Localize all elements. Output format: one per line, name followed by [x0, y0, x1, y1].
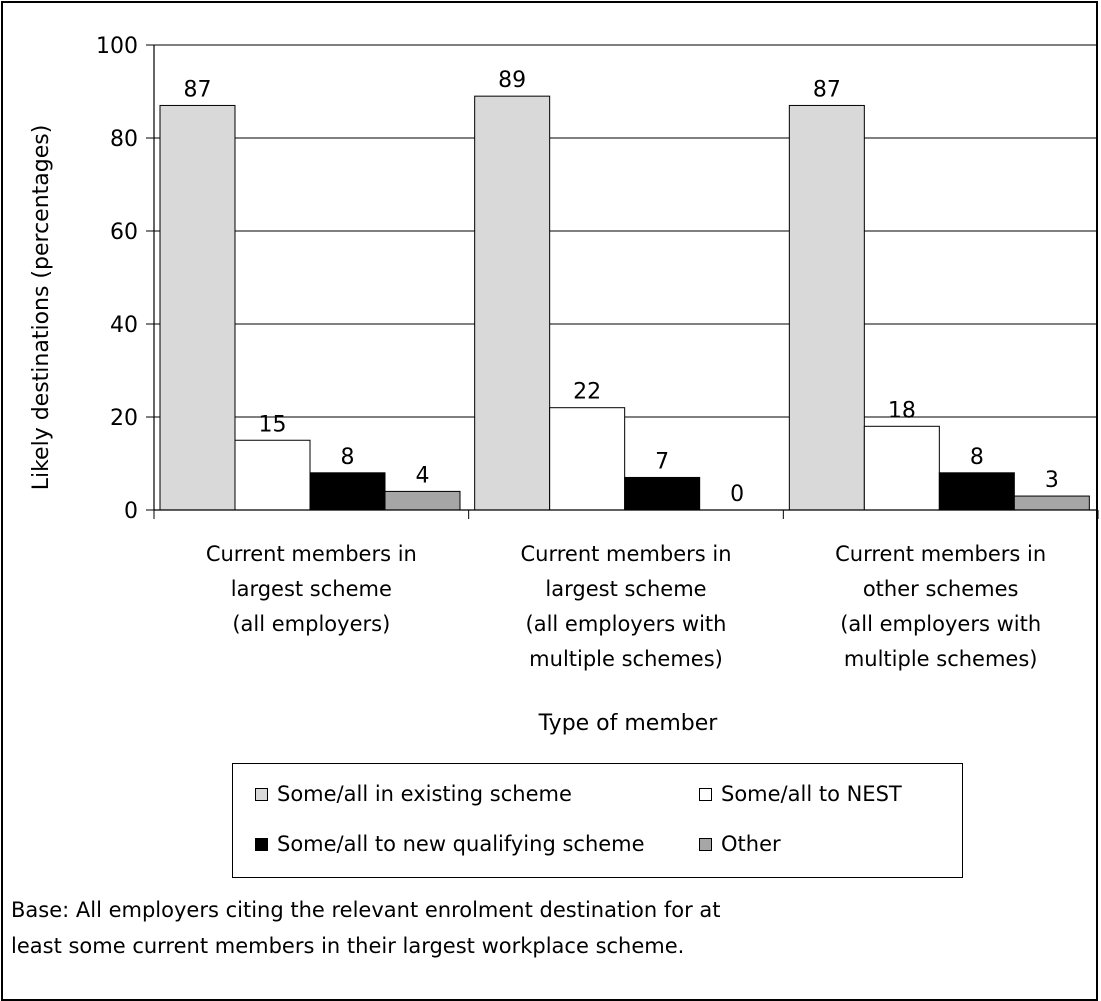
- y-tick-label: 100: [96, 34, 138, 59]
- bar-value-label: 87: [184, 77, 212, 102]
- x-category-label: Current members in: [835, 542, 1046, 566]
- legend-label-existing: Some/all in existing scheme: [277, 782, 572, 806]
- x-category-label: largest scheme: [545, 577, 706, 601]
- x-axis-title: Type of member: [538, 711, 719, 736]
- bar: [788, 104, 865, 511]
- bar: [624, 476, 701, 511]
- axes: [146, 44, 1099, 519]
- bar-value-label: 87: [813, 77, 841, 102]
- x-category-label: largest scheme: [231, 577, 392, 601]
- x-category-label: multiple schemes): [529, 647, 723, 671]
- legend-swatch-other: [699, 837, 712, 851]
- bar-value-label: 3: [1045, 468, 1059, 493]
- legend-item-existing-scheme: Some/all in existing scheme: [255, 782, 572, 806]
- x-category-label: multiple schemes): [844, 647, 1038, 671]
- legend-item-nest: Some/all to NEST: [699, 782, 902, 806]
- y-tick-label: 20: [110, 406, 138, 431]
- bar: [1013, 495, 1090, 511]
- bar-value-label: 7: [655, 449, 669, 474]
- y-tick-label: 60: [110, 220, 138, 245]
- bar: [309, 472, 386, 511]
- bar-value-label: 4: [416, 463, 430, 488]
- base-note: Base: All employers citing the relevant …: [11, 892, 721, 964]
- legend-label-other: Other: [721, 832, 781, 856]
- bar-value-label: 89: [498, 68, 526, 93]
- base-note-line-2: least some current members in their larg…: [11, 934, 685, 958]
- bar: [938, 472, 1015, 511]
- x-category-label: other schemes: [863, 577, 1019, 601]
- bar-value-label: 22: [573, 380, 601, 405]
- x-category-label: Current members in: [520, 542, 731, 566]
- bars: [159, 95, 1090, 511]
- x-category-label: Current members in: [206, 542, 417, 566]
- bar-value-label: 8: [970, 445, 984, 470]
- y-axis-title: Likely destinations (percentages): [29, 125, 54, 491]
- bar: [863, 425, 940, 511]
- legend: Some/all in existing scheme Some/all to …: [232, 763, 963, 878]
- gridlines: [154, 44, 1098, 418]
- bar-value-label: 0: [730, 482, 744, 507]
- y-tick-label: 40: [110, 313, 138, 338]
- legend-item-new-qualifying: Some/all to new qualifying scheme: [255, 832, 645, 856]
- legend-item-other: Other: [699, 832, 781, 856]
- legend-label-new-qualifying: Some/all to new qualifying scheme: [277, 832, 645, 856]
- x-category-label: (all employers with: [840, 612, 1041, 636]
- bar: [384, 490, 461, 511]
- base-note-line-1: Base: All employers citing the relevant …: [11, 898, 721, 922]
- x-category-label: (all employers with: [526, 612, 727, 636]
- bar: [549, 407, 626, 511]
- bar: [159, 104, 236, 511]
- bar-value-label: 8: [341, 445, 355, 470]
- legend-swatch-new-qualifying: [255, 837, 268, 851]
- y-tick-label: 80: [110, 127, 138, 152]
- legend-label-nest: Some/all to NEST: [721, 782, 902, 806]
- bar-value-label: 15: [259, 412, 287, 437]
- bar: [474, 95, 551, 511]
- x-category-label: (all employers): [232, 612, 390, 636]
- bar-value-label: 18: [888, 398, 916, 423]
- legend-swatch-existing: [255, 787, 268, 801]
- bar: [234, 439, 311, 511]
- y-tick-label: 0: [124, 499, 138, 524]
- legend-swatch-nest: [699, 787, 712, 801]
